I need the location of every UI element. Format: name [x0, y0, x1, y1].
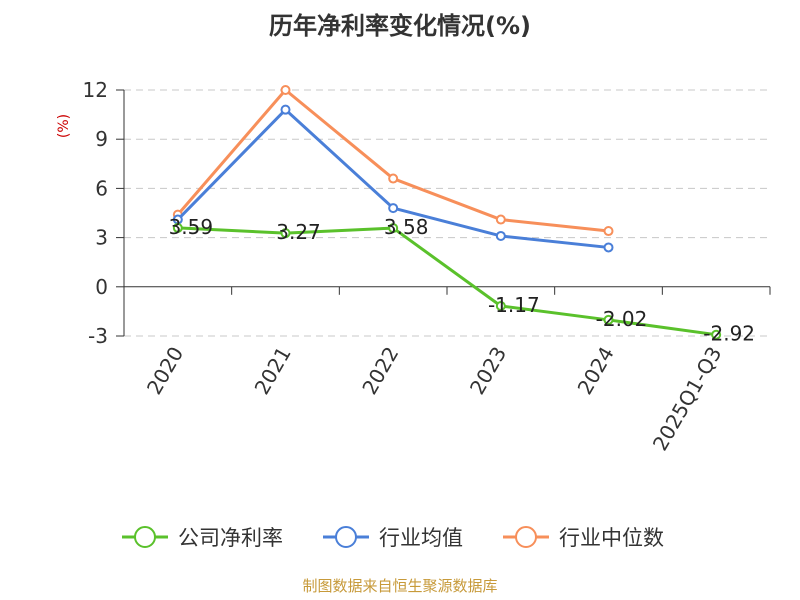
legend-label: 行业均值 [379, 526, 463, 550]
data-point [495, 214, 506, 225]
data-label: -1.17 [488, 293, 540, 317]
data-point [172, 222, 183, 233]
x-axis: 2020 2021 2022 2023 2024 2025Q1-Q3 [123, 286, 771, 455]
data-label: 3.58 [384, 215, 429, 239]
x-tick-label: 2023 [465, 343, 511, 399]
x-tick-label: 2020 [142, 343, 188, 399]
data-label: -2.92 [703, 322, 755, 346]
data-point [280, 85, 291, 95]
data-point [603, 242, 614, 253]
data-point [388, 223, 399, 234]
data-point [280, 228, 291, 239]
legend-label: 行业中位数 [559, 526, 664, 550]
data-point [495, 300, 506, 311]
data-point [711, 329, 722, 340]
gridlines [124, 89, 770, 337]
legend-marker [134, 526, 156, 548]
chart-title: 历年净利率变化情况(%) [269, 12, 531, 40]
y-tick-label: -3 [88, 324, 108, 348]
data-label: -2.02 [596, 307, 648, 331]
data-point [495, 230, 506, 241]
y-axis: -3 0 3 6 9 12 [83, 78, 125, 348]
data-label: 3.27 [276, 220, 321, 244]
data-label: 3.59 [169, 215, 214, 239]
legend[interactable]: 公司净利率 行业均值 行业中位数 [122, 526, 664, 550]
y-tick-label: 6 [95, 176, 108, 200]
x-tick-label: 2025Q1-Q3 [648, 343, 727, 455]
legend-item-1[interactable]: 行业均值 [323, 526, 463, 550]
legend-item-2[interactable]: 行业中位数 [503, 526, 664, 550]
source-note: 制图数据来自恒生聚源数据库 [302, 577, 497, 595]
series-group [172, 85, 722, 340]
y-tick-label: 9 [95, 127, 108, 151]
series-line-0 [177, 226, 717, 337]
data-point [280, 104, 291, 115]
y-tick-label: 0 [95, 275, 108, 299]
legend-item-0[interactable]: 公司净利率 [122, 526, 283, 550]
y-axis-unit: (%) [56, 114, 72, 138]
legend-marker [335, 526, 357, 548]
data-point [603, 226, 614, 237]
x-tick-label: 2021 [250, 343, 296, 399]
x-tick-label: 2024 [573, 343, 619, 399]
data-point [388, 173, 399, 184]
data-labels: 3.59 3.27 3.58 -1.17 -2.02 -2.92 [169, 215, 755, 346]
legend-marker [515, 526, 537, 548]
y-tick-label: 3 [95, 226, 108, 250]
data-point [603, 314, 614, 325]
data-point [388, 203, 399, 214]
legend-label: 公司净利率 [178, 526, 283, 550]
y-tick-label: 12 [83, 78, 108, 102]
x-tick-label: 2022 [357, 343, 403, 399]
